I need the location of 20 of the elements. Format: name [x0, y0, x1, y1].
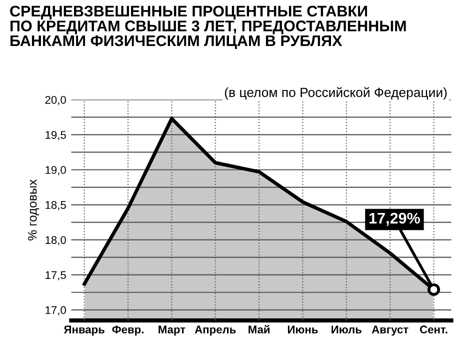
- y-tick-label: 18,0: [46, 236, 66, 246]
- y-axis-title: % годовых: [28, 179, 40, 240]
- x-tick-label: Январь: [64, 326, 104, 336]
- chart-title: СРЕДНЕВЗВЕШЕННЫЕ ПРОЦЕНТНЫЕ СТАВКИ ПО КРЕДИТАМ СВЫШЕ 3 ЛЕТ, ПРЕДОСТАВЛЕННЫМ БАНКАМИ ФИЗИЧЕСКИМ ЛИЦАМ В РУБЛЯХ: [10, 6, 406, 50]
- annotation: 17,29%: [370, 212, 420, 226]
- y-tick-label: 19,5: [46, 130, 66, 140]
- chart-subtitle: (в целом по Российской Федерации): [224, 87, 447, 100]
- x-tick-label: Февр.: [112, 326, 144, 336]
- x-tick-label: Май: [248, 325, 270, 334]
- x-tick-label: Август: [372, 326, 408, 336]
- x-tick-label: Март: [158, 326, 186, 336]
- y-tick-label: 17,5: [46, 271, 66, 280]
- y-tick-label: 17,0: [46, 306, 66, 316]
- y-tick-label: 20,0: [45, 96, 66, 106]
- x-tick-label: Апрель: [194, 326, 236, 336]
- x-tick-label: Июнь: [288, 326, 318, 334]
- x-tick-label: Сент.: [420, 326, 448, 334]
- y-tick-label: 19,0: [46, 166, 66, 176]
- y-tick-label: 18,5: [46, 201, 66, 210]
- x-tick-label: Июль: [332, 326, 362, 334]
